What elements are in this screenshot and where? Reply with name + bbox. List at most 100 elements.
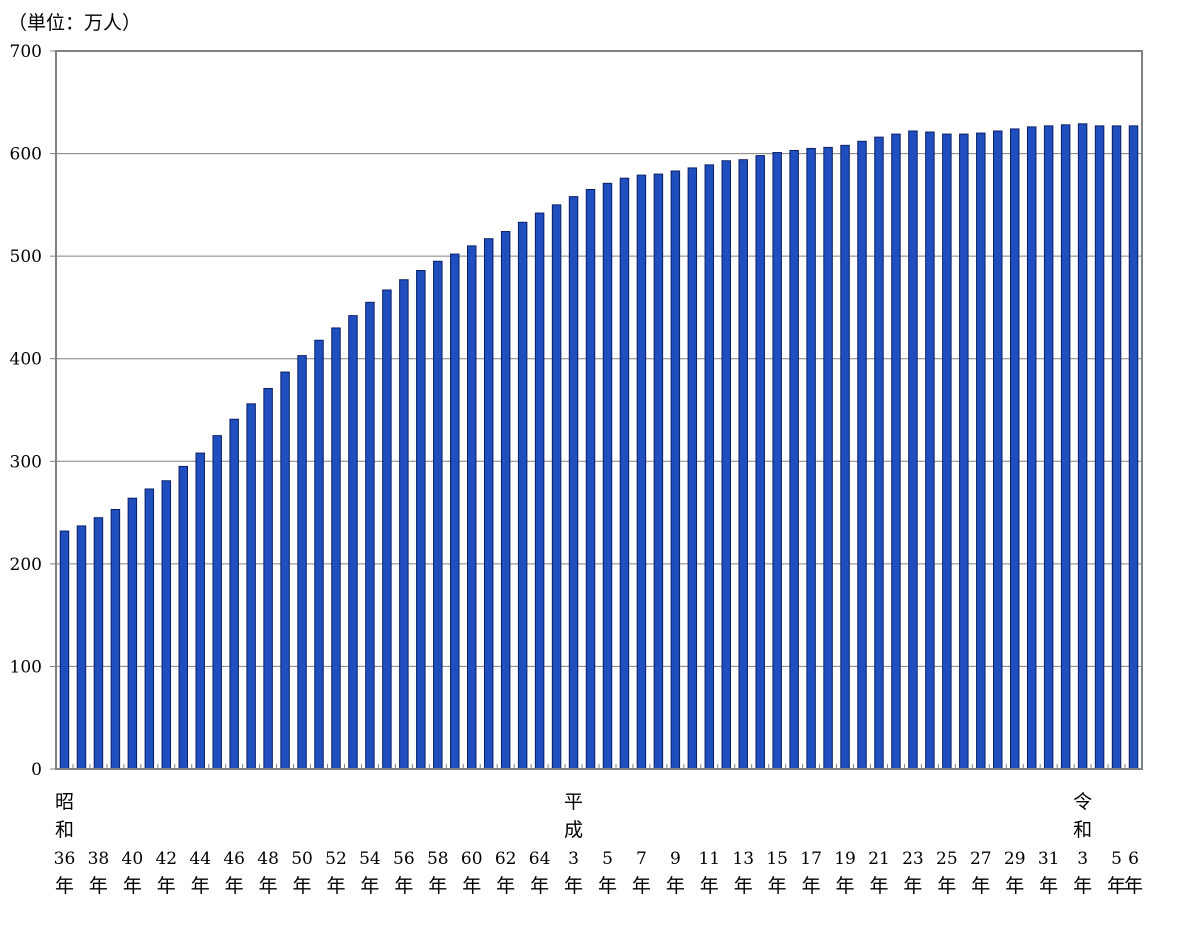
bar: [416, 270, 426, 770]
bar: [891, 133, 901, 770]
x-tick-year-suffix: 年: [462, 875, 481, 897]
x-tick-year-suffix: 年: [326, 875, 345, 897]
x-tick-year-suffix: 年: [428, 875, 447, 897]
x-tick-label: 13: [732, 849, 754, 869]
bar: [178, 465, 189, 770]
bar: [331, 327, 341, 770]
x-axis-ticks: 昭和平成令和36年38年40年42年44年46年48年50年52年54年56年5…: [54, 764, 1143, 897]
y-tick-label: 200: [10, 555, 42, 575]
x-tick-label: 7: [636, 849, 647, 869]
bar: [76, 525, 87, 770]
x-tick-year-suffix: 年: [89, 875, 108, 897]
bar: [229, 418, 239, 770]
x-tick-label: 62: [495, 849, 517, 869]
bar: [925, 131, 935, 770]
x-tick-label: 27: [970, 849, 992, 869]
x-tick-label: 56: [393, 849, 415, 869]
x-tick-label: 36: [54, 849, 76, 869]
era-label: 令: [1073, 791, 1092, 813]
x-tick-year-suffix: 年: [768, 875, 787, 897]
bar: [619, 177, 630, 770]
bar: [789, 149, 799, 770]
x-tick-label: 54: [359, 849, 381, 869]
bar: [1060, 124, 1071, 770]
bar: [110, 508, 121, 770]
era-label: 和: [55, 819, 74, 841]
y-tick-label: 600: [10, 145, 42, 165]
x-tick-label: 23: [902, 849, 924, 869]
x-tick-label: 17: [800, 849, 822, 869]
x-tick-year-suffix: 年: [191, 875, 210, 897]
x-tick-year-suffix: 年: [530, 875, 549, 897]
bar: [942, 133, 952, 770]
bar: [1043, 125, 1054, 770]
bar: [297, 355, 307, 770]
x-tick-label: 29: [1004, 849, 1026, 869]
bar: [687, 167, 698, 770]
bar: [195, 452, 205, 770]
bar: [857, 140, 867, 770]
bar: [636, 174, 647, 770]
bar: [433, 260, 443, 770]
unit-label: （単位：万人）: [8, 12, 142, 34]
x-tick-year-suffix: 年: [564, 875, 583, 897]
x-tick-year-suffix: 年: [1107, 875, 1126, 897]
x-tick-year-suffix: 年: [259, 875, 278, 897]
era-label: 平: [564, 791, 583, 813]
x-tick-year-suffix: 年: [394, 875, 413, 897]
bar: [551, 204, 562, 770]
x-tick-year-suffix: 年: [734, 875, 753, 897]
bar: [348, 315, 358, 770]
x-tick-label: 3: [1077, 849, 1088, 869]
x-tick-year-suffix: 年: [869, 875, 888, 897]
x-tick-label: 50: [291, 849, 313, 869]
x-tick-label: 25: [936, 849, 958, 869]
x-tick-label: 5: [602, 849, 613, 869]
bar: [500, 231, 511, 770]
bar: [517, 221, 528, 770]
bar: [450, 253, 460, 770]
x-tick-label: 9: [670, 849, 681, 869]
bar: [840, 144, 850, 770]
x-tick-label: 38: [88, 849, 110, 869]
bar: [1128, 125, 1139, 770]
bar: [246, 403, 256, 770]
x-tick-label: 5: [1111, 849, 1122, 869]
bar: [161, 480, 172, 770]
x-tick-label: 48: [257, 849, 279, 869]
x-tick-year-suffix: 年: [700, 875, 719, 897]
x-tick-year-suffix: 年: [632, 875, 651, 897]
x-tick-year-suffix: 年: [802, 875, 821, 897]
bar: [721, 160, 732, 770]
bar: [365, 301, 375, 770]
x-tick-year-suffix: 年: [496, 875, 515, 897]
y-tick-label: 300: [10, 452, 42, 472]
x-tick-label: 60: [461, 849, 483, 869]
y-tick-label: 100: [10, 657, 42, 677]
x-tick-label: 15: [766, 849, 788, 869]
era-label: 昭: [55, 791, 74, 813]
bar: [704, 164, 715, 770]
bar: [127, 497, 138, 770]
x-tick-year-suffix: 年: [903, 875, 922, 897]
bar: [568, 196, 579, 770]
x-tick-year-suffix: 年: [360, 875, 379, 897]
x-tick-label: 58: [427, 849, 449, 869]
x-tick-year-suffix: 年: [157, 875, 176, 897]
bar: [670, 170, 681, 770]
bar: [280, 371, 290, 770]
bar: [534, 212, 545, 770]
era-label: 和: [1073, 819, 1092, 841]
bar: [806, 147, 816, 770]
bar: [212, 435, 222, 770]
x-tick-year-suffix: 年: [937, 875, 956, 897]
y-axis-ticks: 0 100 200 300 400 500 600 700: [10, 42, 56, 780]
y-tick-label: 0: [31, 760, 42, 780]
bar: [738, 159, 748, 770]
x-tick-label: 19: [834, 849, 856, 869]
bar: [93, 517, 104, 770]
bar: [585, 188, 596, 770]
x-tick-year-suffix: 年: [971, 875, 990, 897]
bar: [976, 132, 986, 770]
